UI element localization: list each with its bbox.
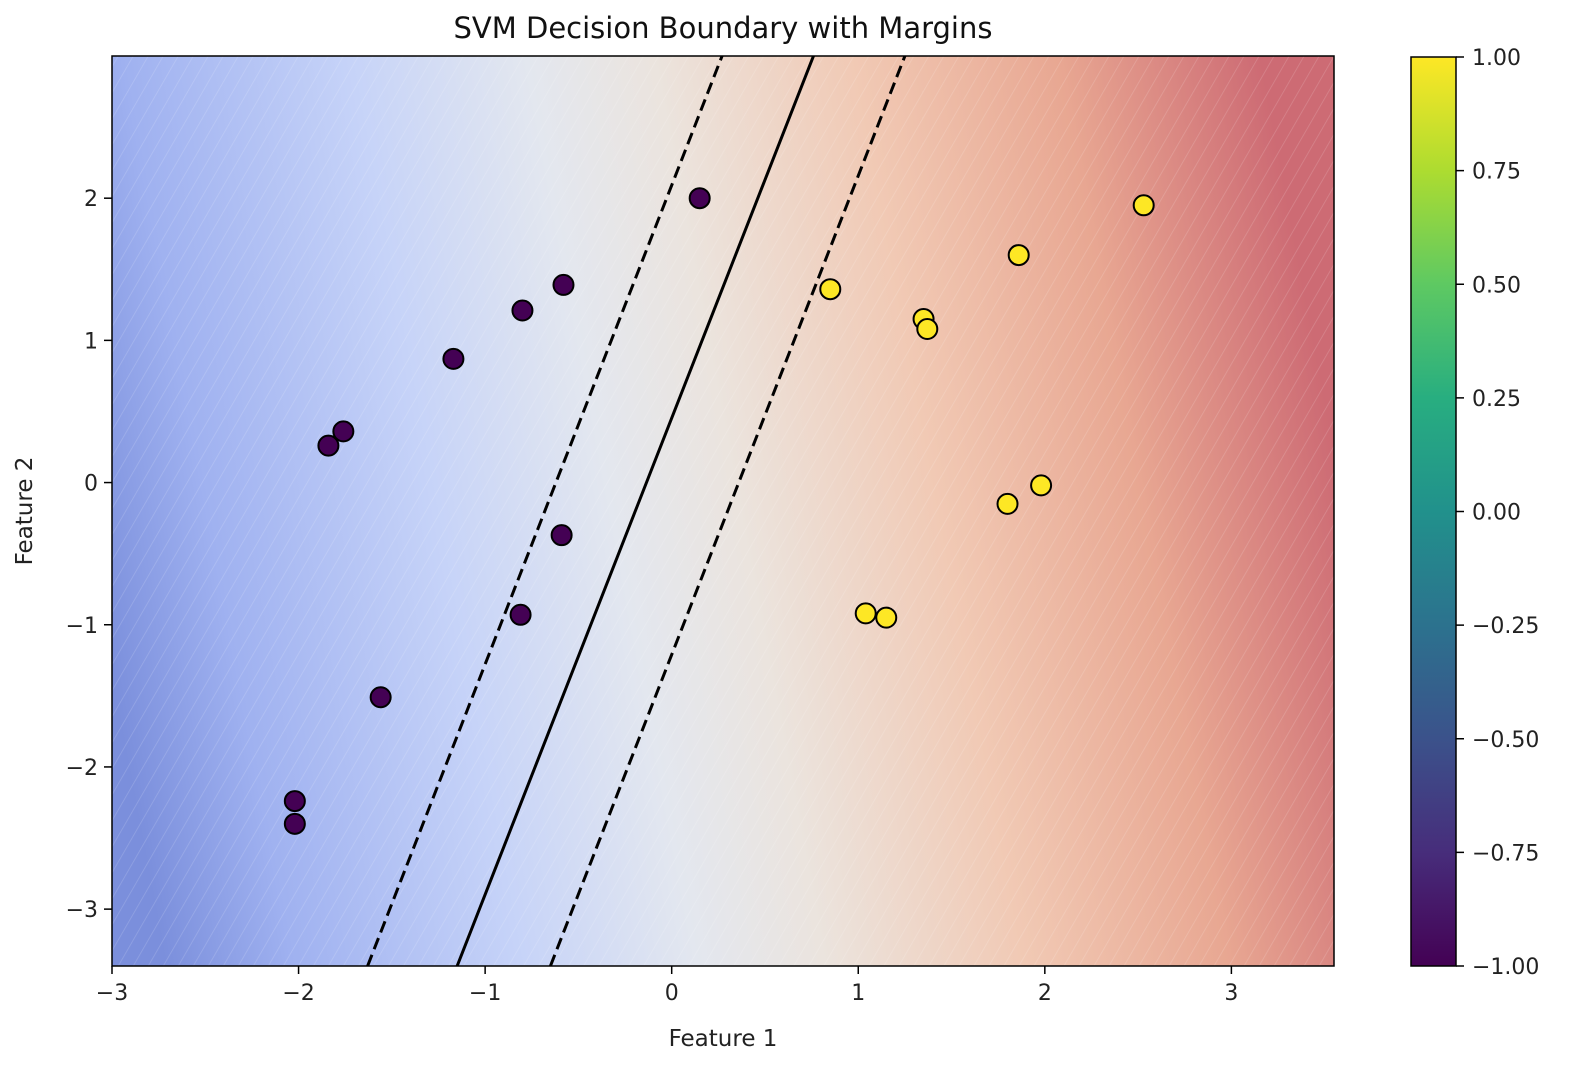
y-tick-label: −2 [66,756,98,781]
contour-hatching [112,56,1334,966]
data-point-class-negative [283,812,306,835]
colorbar: 1.00 0.75 0.50 0.25 0.00 −0.25 −0.50 −0.75 −1.00 [1410,46,1539,980]
x-axis: −3 −2 −1 0 1 2 3 [96,966,1238,1006]
colorbar-tick-label: −0.50 [1472,728,1539,753]
data-points [283,187,1155,835]
colorbar-tick-label: −0.75 [1472,841,1539,866]
data-point-class-negative [511,299,534,322]
data-point-class-positive [875,606,898,629]
colorbar-tick-label: 0.75 [1472,160,1521,185]
y-axis-label: Feature 2 [12,457,38,566]
colorbar-tick-label: 1.00 [1472,46,1521,71]
colorbar-tick-label: −0.25 [1472,614,1539,639]
colorbar-tick-label: 0.25 [1472,387,1521,412]
data-point-class-negative [442,347,465,370]
data-point-class-positive [1007,244,1030,267]
data-point-class-negative [369,686,392,709]
data-point-class-positive [1132,194,1155,217]
y-tick-label: 0 [84,472,98,497]
data-point-class-negative [283,790,306,813]
data-point-class-positive [854,602,877,625]
chart-title: SVM Decision Boundary with Margins [454,11,993,45]
x-tick-label: −2 [282,981,314,1006]
x-tick-label: −1 [469,981,501,1006]
data-point-class-negative [332,420,355,443]
y-axis: −3 −2 −1 0 1 2 [66,187,112,923]
data-point-class-positive [819,278,842,301]
x-axis-label: Feature 1 [669,1026,778,1052]
boundary-lines [366,56,907,966]
data-point-class-negative [550,524,573,547]
data-point-class-positive [1030,474,1053,497]
y-tick-label: −3 [66,898,98,923]
decision-boundary-line [455,56,815,966]
data-point-class-positive [916,318,939,340]
data-point-class-negative [317,434,340,457]
x-tick-label: 1 [851,981,865,1006]
colorbar-tick-label: 0.00 [1472,501,1521,526]
x-tick-label: 0 [665,981,679,1006]
margin-line-1 [366,56,724,966]
y-tick-label: 1 [84,329,98,354]
colorbar-gradient [1411,57,1456,966]
data-point-class-negative [688,187,711,210]
colorbar-ticks: 1.00 0.75 0.50 0.25 0.00 −0.25 −0.50 −0.75 −1.00 [1456,46,1539,980]
data-point-class-negative [509,603,532,626]
x-tick-label: −3 [96,981,128,1006]
plot-frame [111,55,1335,967]
y-tick-label: 2 [84,187,98,212]
data-point-class-negative [552,273,575,296]
margin-line-2 [549,56,907,966]
plot-area [112,56,1334,966]
x-tick-label: 3 [1224,981,1238,1006]
colorbar-tick-label: 0.50 [1472,273,1521,298]
colorbar-tick-label: −1.00 [1472,955,1539,980]
x-tick-label: 2 [1038,981,1052,1006]
y-tick-label: −1 [66,614,98,639]
data-point-class-positive [996,492,1019,515]
